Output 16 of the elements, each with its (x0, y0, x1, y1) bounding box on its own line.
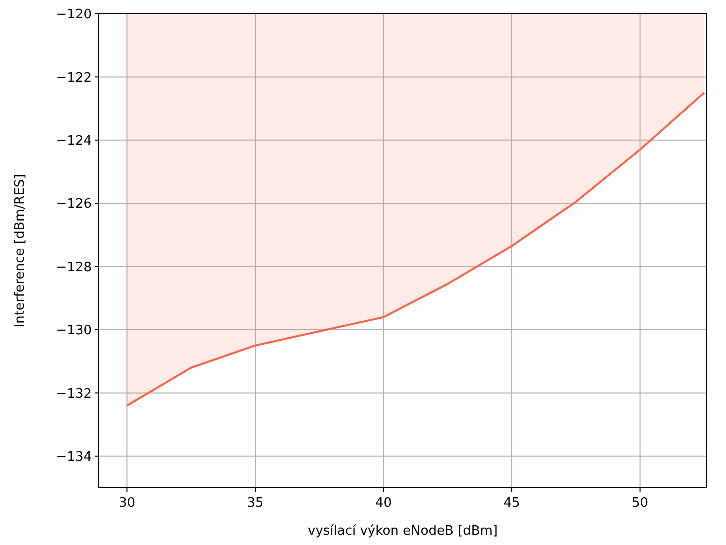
y-tick-label: −124 (56, 134, 92, 149)
y-tick-label: −134 (56, 450, 92, 465)
x-tick-label: 45 (504, 496, 520, 511)
x-tick-label: 35 (247, 496, 264, 511)
y-axis-title: Interference [dBm/RES] (13, 174, 28, 328)
y-tick-label: −130 (56, 324, 92, 339)
y-tick-label: −122 (56, 70, 92, 86)
y-tick-label: −128 (56, 260, 92, 276)
y-tick-label: −126 (56, 197, 92, 212)
x-axis-title: vysílací výkon eNodeB [dBm] (308, 524, 498, 539)
y-tick-label: −132 (56, 386, 92, 402)
y-tick-label: −120 (56, 8, 92, 23)
x-tick-label: 50 (632, 496, 649, 511)
line-series (126, 92, 706, 407)
x-tick-label: 30 (118, 496, 136, 511)
x-tick-label: 40 (375, 496, 392, 511)
